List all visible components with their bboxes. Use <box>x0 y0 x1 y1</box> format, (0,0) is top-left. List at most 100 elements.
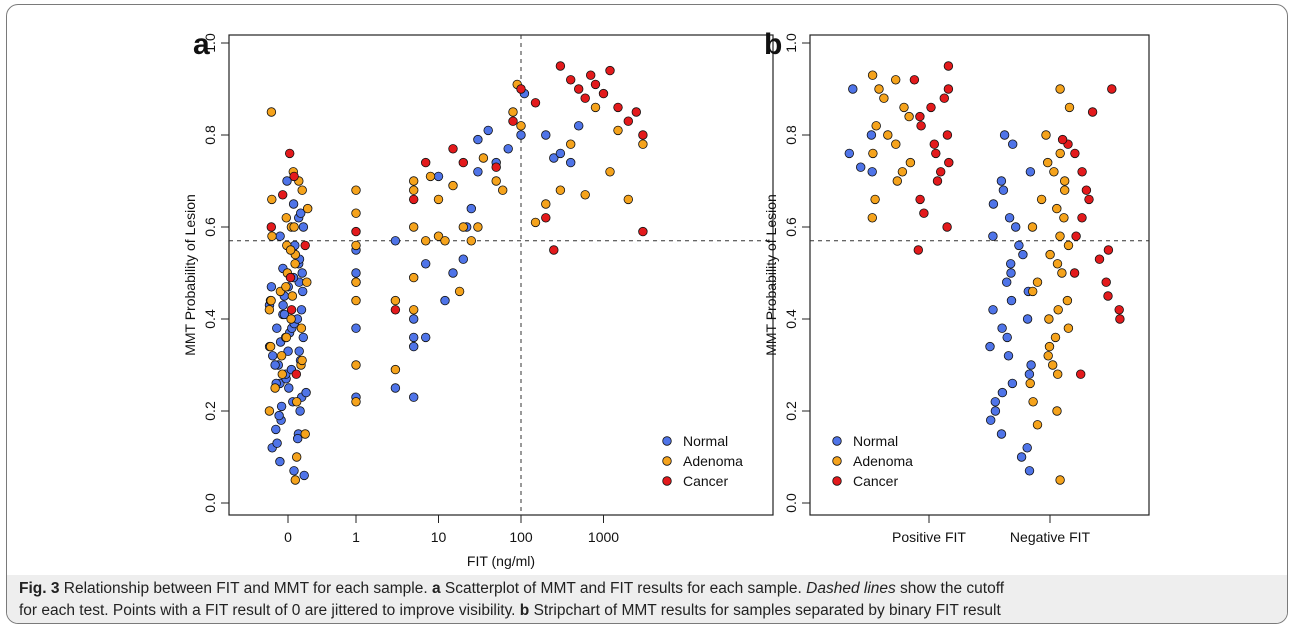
point-normal <box>296 305 307 315</box>
point-cancer <box>931 148 941 159</box>
point-normal <box>1011 222 1021 232</box>
point-cancer <box>574 84 584 94</box>
point-cancer <box>913 245 924 255</box>
caption-text-b: Stripchart of MMT results for samples se… <box>529 602 1001 619</box>
panel-a-points <box>264 61 648 485</box>
panel-a-x-tick-label: 0 <box>284 529 292 545</box>
point-normal <box>275 456 285 467</box>
point-cancer <box>1107 84 1117 94</box>
point-normal <box>268 351 278 361</box>
point-cancer <box>1084 194 1094 205</box>
point-cancer <box>909 75 920 85</box>
point-normal <box>275 231 285 241</box>
point-cancer <box>491 162 501 172</box>
point-adenoma <box>1062 295 1073 306</box>
point-normal <box>271 424 281 435</box>
point-adenoma <box>1025 378 1035 389</box>
point-adenoma <box>289 222 299 232</box>
point-cancer <box>351 226 361 237</box>
point-adenoma <box>267 194 277 205</box>
point-adenoma <box>1063 240 1074 251</box>
point-adenoma <box>351 185 361 195</box>
point-cancer <box>1081 185 1092 195</box>
panel-a-x-tick-label: 1000 <box>588 529 619 545</box>
point-adenoma <box>409 176 419 186</box>
point-adenoma <box>302 277 312 287</box>
point-adenoma <box>1052 259 1063 269</box>
point-adenoma <box>1050 332 1061 343</box>
panel-a-x-tick-label: 10 <box>431 529 447 545</box>
point-adenoma <box>1055 231 1065 241</box>
point-adenoma <box>297 185 307 195</box>
point-adenoma <box>1049 167 1059 177</box>
point-normal <box>867 167 877 177</box>
point-adenoma <box>1057 268 1067 278</box>
point-cancer <box>448 144 458 154</box>
legend-label-normal: Normal <box>853 433 898 449</box>
point-adenoma <box>605 167 615 177</box>
point-adenoma <box>433 194 444 205</box>
point-adenoma <box>281 213 292 223</box>
point-cancer <box>1103 291 1113 301</box>
point-adenoma <box>1044 314 1054 324</box>
point-normal <box>390 383 401 393</box>
point-adenoma <box>1043 351 1053 361</box>
point-normal <box>996 429 1007 439</box>
point-adenoma <box>303 203 313 214</box>
point-adenoma <box>905 157 916 168</box>
point-adenoma <box>1059 185 1070 195</box>
point-cancer <box>916 121 926 131</box>
point-adenoma <box>1052 406 1062 416</box>
point-normal <box>1026 360 1036 370</box>
point-adenoma <box>623 194 634 205</box>
panel-b-y-tick-label: 0.2 <box>783 401 799 421</box>
point-normal <box>266 282 277 292</box>
point-cancer <box>915 111 925 122</box>
point-normal <box>1006 259 1016 269</box>
point-normal <box>1025 167 1036 177</box>
legend-label-cancer: Cancer <box>853 473 898 489</box>
point-cancer <box>289 171 299 182</box>
point-normal <box>440 295 450 306</box>
point-adenoma <box>904 111 914 122</box>
panel-b-y-tick-label: 0.4 <box>783 309 799 329</box>
point-adenoma <box>390 295 401 306</box>
point-adenoma <box>458 222 469 232</box>
point-cancer <box>1077 213 1087 223</box>
point-cancer <box>458 157 469 168</box>
point-adenoma <box>1064 102 1075 113</box>
caption-line-1: Fig. 3 Relationship between FIT and MMT … <box>19 580 1004 598</box>
point-normal <box>1006 268 1016 278</box>
point-normal <box>270 360 280 370</box>
point-adenoma <box>638 139 648 149</box>
point-adenoma <box>473 222 483 232</box>
point-adenoma <box>409 185 419 195</box>
point-cancer <box>1077 167 1087 177</box>
point-adenoma <box>454 286 465 297</box>
point-cancer <box>580 93 590 103</box>
point-cancer <box>631 107 642 117</box>
panel-a-y-tick-label: 0.4 <box>202 309 218 329</box>
point-adenoma <box>425 171 436 182</box>
point-adenoma <box>530 217 541 228</box>
point-normal <box>997 323 1007 333</box>
point-adenoma <box>296 323 307 333</box>
point-cancer <box>1114 305 1124 315</box>
panel-a-y-tick-label: 1.0 <box>202 33 218 53</box>
point-adenoma <box>871 121 881 131</box>
panel-b-y-tick-label: 0.0 <box>783 493 799 513</box>
panel-a-x-axis-label: FIT (ng/ml) <box>467 553 535 569</box>
point-normal <box>1022 443 1032 453</box>
point-adenoma <box>1032 420 1043 430</box>
panel-b-label: b <box>764 28 782 61</box>
legend-marker-normal <box>832 436 842 446</box>
point-cancer <box>605 65 615 76</box>
point-adenoma <box>390 364 401 375</box>
point-adenoma <box>277 369 288 379</box>
point-cancer <box>942 222 952 232</box>
point-cancer <box>936 167 946 177</box>
point-adenoma <box>351 208 361 218</box>
panel-b-category-label: Positive FIT <box>892 529 966 545</box>
legend-marker-adenoma <box>662 456 672 466</box>
point-normal <box>516 130 526 140</box>
